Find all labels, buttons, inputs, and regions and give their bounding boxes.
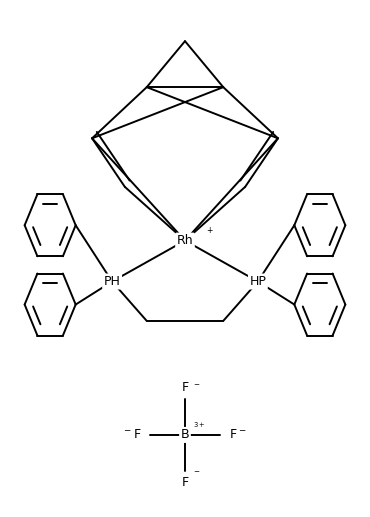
Text: $^+$: $^+$ xyxy=(205,226,214,236)
Text: HP: HP xyxy=(249,275,266,288)
Text: $^{3+}$: $^{3+}$ xyxy=(193,422,206,432)
Text: $^-$: $^-$ xyxy=(192,383,201,392)
Text: F$^-$: F$^-$ xyxy=(229,429,246,442)
Text: PH: PH xyxy=(104,275,121,288)
Text: B: B xyxy=(181,429,189,442)
Text: Rh: Rh xyxy=(177,234,193,247)
Text: $^-$F: $^-$F xyxy=(122,429,141,442)
Text: F: F xyxy=(181,381,189,394)
Text: $^-$: $^-$ xyxy=(192,469,201,479)
Text: F: F xyxy=(181,476,189,489)
